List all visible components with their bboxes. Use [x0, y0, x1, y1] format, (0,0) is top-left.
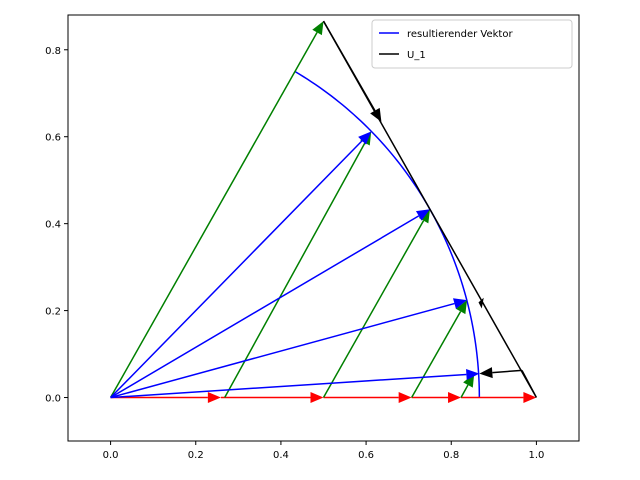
y-tick-label: 0.2 [45, 307, 61, 318]
x-tick-label: 0.4 [273, 450, 289, 461]
green-arrow-2-shaft [224, 142, 366, 398]
red-arrow-2 [220, 392, 324, 404]
x-tick-label: 0.8 [443, 450, 459, 461]
blue-arrow-4-shaft [110, 373, 467, 399]
blue-arrow-2 [110, 209, 430, 399]
red-arrow-2-head [310, 392, 324, 404]
legend-label: U_1 [407, 50, 426, 61]
axes-frame [67, 14, 580, 442]
green-arrow-5-shaft [460, 384, 469, 398]
green-arrow-1-shaft [109, 32, 318, 398]
black-arrow-3-head [479, 367, 493, 379]
blue-arrow-2-head [415, 209, 430, 221]
y-tick-label: 0.8 [45, 46, 61, 57]
blue-arrow-3-shaft [110, 302, 455, 399]
blue-arrow-2-shaft [110, 215, 420, 399]
y-tick-label: 0.0 [45, 394, 61, 405]
legend-box [371, 19, 573, 69]
red-arrow-3-head [398, 392, 412, 404]
axis-ticks: 0.0 0.2 0.4 0.6 0.8 1.0 0.0 0.2 0.4 0.6 0.8 [45, 46, 544, 461]
blue-arrow-3 [110, 298, 468, 399]
legend-label: resultierender Vektor [407, 29, 513, 40]
green-arrow-4 [410, 300, 468, 398]
y-tick-label: 0.6 [45, 133, 61, 144]
green-arrow-4-shaft [410, 311, 462, 398]
black-arrow-3-shaft [492, 369, 522, 374]
blue-arrow-1 [110, 131, 372, 399]
plot-content [109, 20, 538, 404]
blue-arrow-1-shaft [110, 140, 363, 399]
x-tick-label: 0.0 [103, 450, 119, 461]
blue-arrow-1-head [358, 131, 372, 145]
green-arrow-1 [109, 21, 324, 398]
y-tick-label: 0.4 [45, 220, 61, 231]
black-arrow-1 [322, 20, 382, 122]
blue-arrow-4-head [466, 368, 480, 380]
red-arrow-3 [323, 392, 412, 404]
series-line-1 [322, 20, 538, 398]
black-arrow-2-head [478, 297, 484, 309]
blue-arrow-4 [110, 368, 480, 399]
red-arrow-5 [461, 392, 537, 404]
red-arrow-5-head [523, 392, 537, 404]
x-tick-label: 0.2 [188, 450, 204, 461]
black-arrow-1-head [370, 107, 382, 122]
red-arrow-1 [110, 392, 221, 404]
red-arrow-4-head [448, 392, 462, 404]
x-tick-label: 1.0 [528, 450, 544, 461]
blue-arrow-3-head [453, 298, 468, 309]
black-arrow-1-shaft [322, 20, 376, 112]
legend: resultierender Vektor U_1 [371, 19, 573, 69]
black-arrow-3 [479, 367, 522, 379]
green-arrow-1-head [312, 21, 324, 36]
green-arrow-4-head [455, 300, 468, 315]
black-arrow-2 [478, 297, 484, 309]
green-arrow-3-shaft [322, 220, 425, 398]
red-arrow-4 [411, 392, 462, 404]
x-tick-label: 0.6 [358, 450, 374, 461]
red-arrow-1-head [207, 392, 221, 404]
